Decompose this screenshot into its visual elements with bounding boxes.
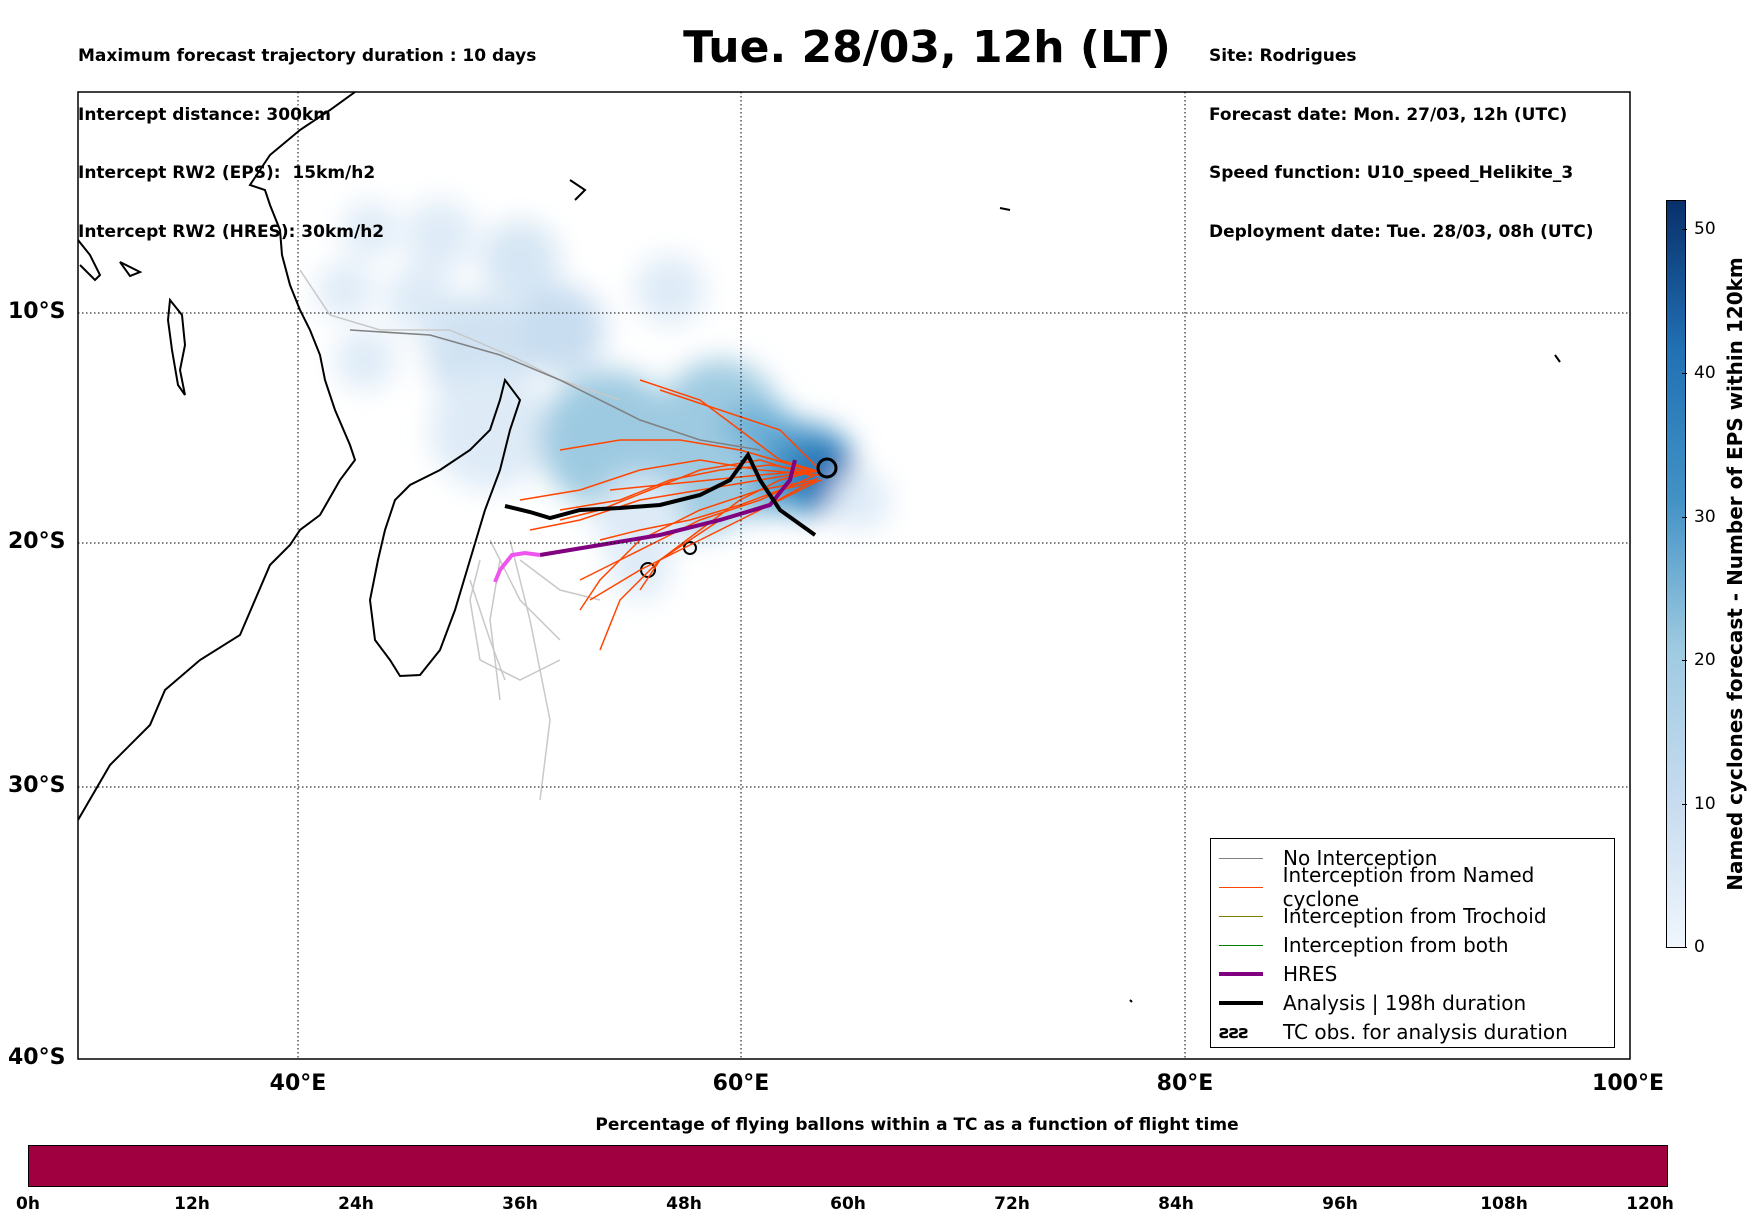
tc-obs-legend-icon: ƨƨƨ <box>1219 1021 1249 1043</box>
info-left-line-1: Maximum forecast trajectory duration : 1… <box>78 46 537 66</box>
colorbar-tick-0: 0 <box>1694 937 1705 957</box>
legend-item-trochoid: Interception from Trochoid <box>1219 903 1547 929</box>
legend-label: Analysis | 198h duration <box>1283 991 1527 1015</box>
legend-label: Interception from Named cyclone <box>1282 863 1535 911</box>
legend-swatch <box>1219 857 1263 859</box>
hres-track <box>539 459 797 557</box>
timebar-tick: 60h <box>830 1194 866 1214</box>
timebar-tick: 12h <box>174 1194 210 1214</box>
colorbar-tickmark <box>1682 373 1687 374</box>
legend-item-hres: HRES <box>1219 961 1337 987</box>
legend-swatch <box>1219 972 1263 976</box>
legend-item-no-interception: No Interception <box>1219 845 1437 871</box>
legend: No Interception Interception from Named … <box>1210 838 1615 1048</box>
map-frame <box>77 91 1631 1060</box>
lat-label-10s: 10°S <box>8 299 66 324</box>
cyclone-density-field <box>317 200 890 600</box>
legend-swatch <box>1219 944 1263 946</box>
timebar-tick: 96h <box>1322 1194 1358 1214</box>
page-title: Tue. 28/03, 12h (LT) <box>683 22 1171 73</box>
analysis-track <box>504 451 817 537</box>
colorbar-tick-30: 30 <box>1694 507 1716 527</box>
info-left-line-2: Intercept distance: 300km <box>78 104 331 125</box>
colorbar <box>1666 200 1686 948</box>
legend-swatch <box>1219 915 1263 917</box>
timebar-tick: 36h <box>502 1194 538 1214</box>
legend-swatch <box>1219 886 1263 888</box>
colorbar-tickmark <box>1682 229 1687 230</box>
legend-label: No Interception <box>1283 846 1438 870</box>
legend-item-tc-obs: ƨƨƨ TC obs. for analysis duration <box>1219 1019 1568 1045</box>
hres-track-start <box>493 550 541 583</box>
lat-label-30s: 30°S <box>8 773 66 798</box>
graticule <box>78 92 1630 1059</box>
info-right-line-3: Speed function: U10_speed_Helikite_3 <box>1209 163 1574 183</box>
legend-item-analysis: Analysis | 198h duration <box>1219 990 1526 1016</box>
tc-obs-symbol <box>816 457 838 479</box>
colorbar-tick-40: 40 <box>1694 363 1716 383</box>
lon-label-40e: 40°E <box>269 1071 327 1096</box>
legend-label: HRES <box>1283 962 1338 986</box>
info-right: Site: Rodrigues Forecast date: Mon. 27/0… <box>1209 8 1594 262</box>
legend-label: Interception from both <box>1283 933 1509 957</box>
lat-label-40s: 40°S <box>8 1045 66 1070</box>
colorbar-tickmark <box>1682 947 1687 948</box>
lon-label-60e: 60°E <box>712 1071 770 1096</box>
colorbar-tick-50: 50 <box>1694 219 1716 239</box>
legend-item-named-cyclone: Interception from Named cyclone <box>1219 863 1614 911</box>
info-right-line-1: Site: Rodrigues <box>1209 46 1357 66</box>
timebar-tick: 48h <box>666 1194 702 1214</box>
info-right-line-4: Deployment date: Tue. 28/03, 08h (UTC) <box>1209 221 1594 242</box>
timebar-tick: 24h <box>338 1194 374 1214</box>
timebar-tick: 108h <box>1480 1194 1528 1214</box>
timebar-tick: 120h <box>1626 1194 1674 1214</box>
info-left-line-4: Intercept RW2 (HRES): 30km/h2 <box>78 221 385 242</box>
legend-swatch <box>1219 1001 1263 1005</box>
timebar-tick: 0h <box>16 1194 40 1214</box>
timebar-tick: 72h <box>994 1194 1030 1214</box>
legend-label: TC obs. for analysis duration <box>1283 1020 1568 1044</box>
colorbar-tickmark <box>1682 660 1687 661</box>
lat-label-20s: 20°S <box>8 529 66 554</box>
colorbar-tick-10: 10 <box>1694 794 1716 814</box>
legend-item-both: Interception from both <box>1219 932 1509 958</box>
lon-label-80e: 80°E <box>1156 1071 1214 1096</box>
no-interception-dark <box>349 329 761 451</box>
colorbar-tickmark <box>1682 804 1687 805</box>
lon-label-100e: 100°E <box>1592 1071 1664 1096</box>
timebar <box>28 1145 1668 1187</box>
colorbar-label: Named cyclones forecast - Number of EPS … <box>1723 257 1747 891</box>
legend-label: Interception from Trochoid <box>1283 904 1547 928</box>
info-left: Maximum forecast trajectory duration : 1… <box>78 8 536 262</box>
info-right-line-2: Forecast date: Mon. 27/03, 12h (UTC) <box>1209 104 1568 125</box>
colorbar-tickmark <box>1682 517 1687 518</box>
timebar-tick: 84h <box>1158 1194 1194 1214</box>
timebar-title: Percentage of flying ballons within a TC… <box>595 1115 1239 1135</box>
colorbar-tick-20: 20 <box>1694 650 1716 670</box>
info-left-line-3: Intercept RW2 (EPS): 15km/h2 <box>78 163 376 183</box>
coastlines <box>78 92 1561 1003</box>
